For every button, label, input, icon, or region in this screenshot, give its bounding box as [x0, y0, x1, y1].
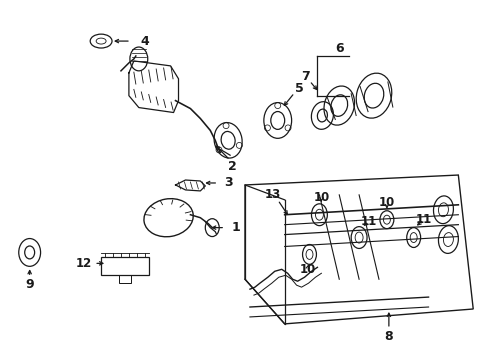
Bar — [119, 275, 131, 283]
Text: 4: 4 — [141, 35, 149, 48]
Text: 5: 5 — [295, 82, 304, 95]
Text: 10: 10 — [299, 263, 315, 276]
Text: 3: 3 — [224, 176, 232, 189]
Text: 13: 13 — [264, 188, 280, 201]
Text: 2: 2 — [227, 159, 236, 172]
Text: 11: 11 — [360, 215, 376, 228]
Text: 12: 12 — [76, 257, 92, 270]
Text: 1: 1 — [231, 221, 239, 234]
Text: 11: 11 — [415, 213, 431, 226]
Text: 10: 10 — [378, 196, 394, 209]
Text: 8: 8 — [384, 330, 392, 343]
Text: 7: 7 — [300, 70, 309, 83]
Text: 9: 9 — [25, 278, 34, 291]
Text: 6: 6 — [334, 41, 343, 54]
Text: 10: 10 — [313, 192, 329, 204]
